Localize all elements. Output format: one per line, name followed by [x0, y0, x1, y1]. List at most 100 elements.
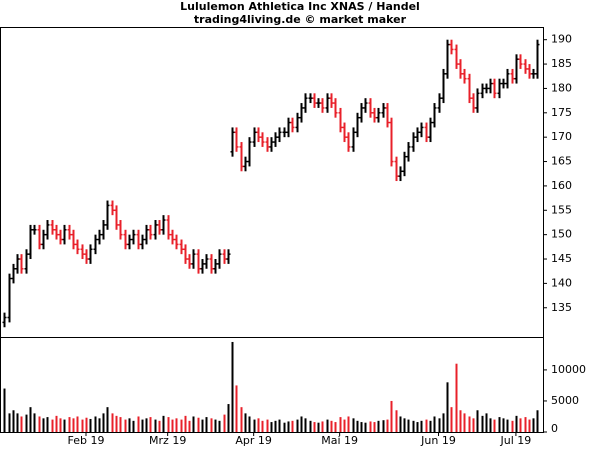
y-tick-label: 175 [551, 106, 572, 119]
volume-bar [283, 422, 286, 432]
x-tick-label: Mai 19 [321, 434, 358, 447]
volume-bar [261, 420, 264, 432]
x-tick-label: Feb 19 [67, 434, 104, 447]
volume-bar [304, 418, 307, 432]
volume-bar [55, 415, 58, 432]
volume-bar [287, 421, 290, 432]
y-tick-label: 150 [551, 228, 572, 241]
volume-bar [98, 418, 101, 432]
volume-bar [218, 420, 221, 432]
volume-bar [145, 418, 148, 432]
volume-bar [240, 407, 243, 432]
volume-bar [407, 419, 410, 432]
volume-bar [481, 415, 484, 432]
volume-bar [128, 418, 131, 432]
volume-bar [192, 416, 195, 432]
volume-bar [59, 418, 62, 432]
volume-bar [51, 419, 54, 432]
volume-bar [210, 418, 213, 432]
x-tick-label: Mrz 19 [149, 434, 186, 447]
volume-bar [167, 417, 170, 432]
volume-bar [119, 417, 122, 432]
volume-bar [412, 420, 415, 432]
volume-bar [536, 410, 539, 432]
volume-bar [12, 410, 15, 432]
volume-bar [63, 419, 66, 432]
volume-bar [270, 422, 273, 432]
volume-bar [25, 414, 28, 432]
volume-bar [188, 420, 191, 432]
volume-bar [498, 417, 501, 432]
volume-bar [76, 416, 79, 432]
volume-bar [395, 410, 398, 432]
volume-bar [16, 413, 19, 432]
volume-bar [425, 419, 428, 432]
volume-bar [124, 419, 127, 432]
volume-bar [162, 415, 165, 432]
volume-bar [235, 385, 238, 432]
volume-bar [321, 421, 324, 432]
volume-bar [46, 417, 49, 432]
volume-bar [296, 419, 299, 432]
y-tick-label: 185 [551, 57, 572, 70]
volume-bar [85, 417, 88, 432]
volume-bar [20, 416, 23, 432]
y-tick-label: 190 [551, 33, 572, 46]
volume-bar [446, 382, 449, 432]
volume-bar [231, 341, 234, 432]
volume-bar [390, 400, 393, 432]
x-tick-label: Apr 19 [235, 434, 272, 447]
volume-bar [438, 418, 441, 432]
volume-bar [29, 407, 32, 432]
volume-bar [180, 419, 183, 432]
volume-bar [309, 420, 312, 432]
volume-bar [356, 420, 359, 432]
y-tick-label: 155 [551, 203, 572, 216]
volume-bar [472, 418, 475, 432]
volume-bar [360, 422, 363, 432]
volume-bar [420, 420, 423, 432]
volume-bar [313, 422, 316, 432]
y2-tick-label: 10000 [551, 363, 586, 376]
volume-bar [300, 416, 303, 432]
volume-bar [515, 415, 518, 432]
volume-bar [506, 419, 509, 432]
volume-bar [201, 419, 204, 432]
volume-bar [317, 422, 320, 432]
volume-bar [244, 413, 247, 432]
volume-bar [8, 413, 11, 432]
volume-bar [343, 419, 346, 432]
chart-subtitle: trading4living.de © market maker [194, 13, 407, 26]
x-tick-label: Jul 19 [500, 434, 532, 447]
volume-bar [137, 416, 140, 432]
volume-bar [442, 413, 445, 432]
volume-bar [184, 415, 187, 432]
volume-bar [364, 422, 367, 432]
volume-bar [94, 416, 97, 432]
volume-bar [463, 413, 466, 432]
volume-bar [386, 419, 389, 432]
volume-bar [158, 420, 161, 432]
volume-bar [214, 419, 217, 432]
volume-bar [253, 419, 256, 432]
volume-bar [205, 417, 208, 432]
y2-tick-label: 0 [551, 422, 558, 435]
volume-bar [291, 420, 294, 432]
volume-bar [524, 417, 527, 432]
volume-bar [102, 413, 105, 432]
volume-bar [493, 419, 496, 432]
volume-bar [377, 420, 380, 432]
volume-bar [115, 415, 118, 432]
volume-bar [485, 413, 488, 432]
volume-bar [248, 416, 251, 432]
volume-bar [38, 416, 41, 432]
volume-bar [33, 413, 36, 432]
volume-bar [476, 410, 479, 432]
volume-bar [334, 422, 337, 432]
volume-bar [72, 418, 75, 432]
volume-bar [489, 418, 492, 432]
volume-bar [141, 419, 144, 432]
volume-bar [175, 418, 178, 432]
volume-bar [89, 418, 92, 432]
